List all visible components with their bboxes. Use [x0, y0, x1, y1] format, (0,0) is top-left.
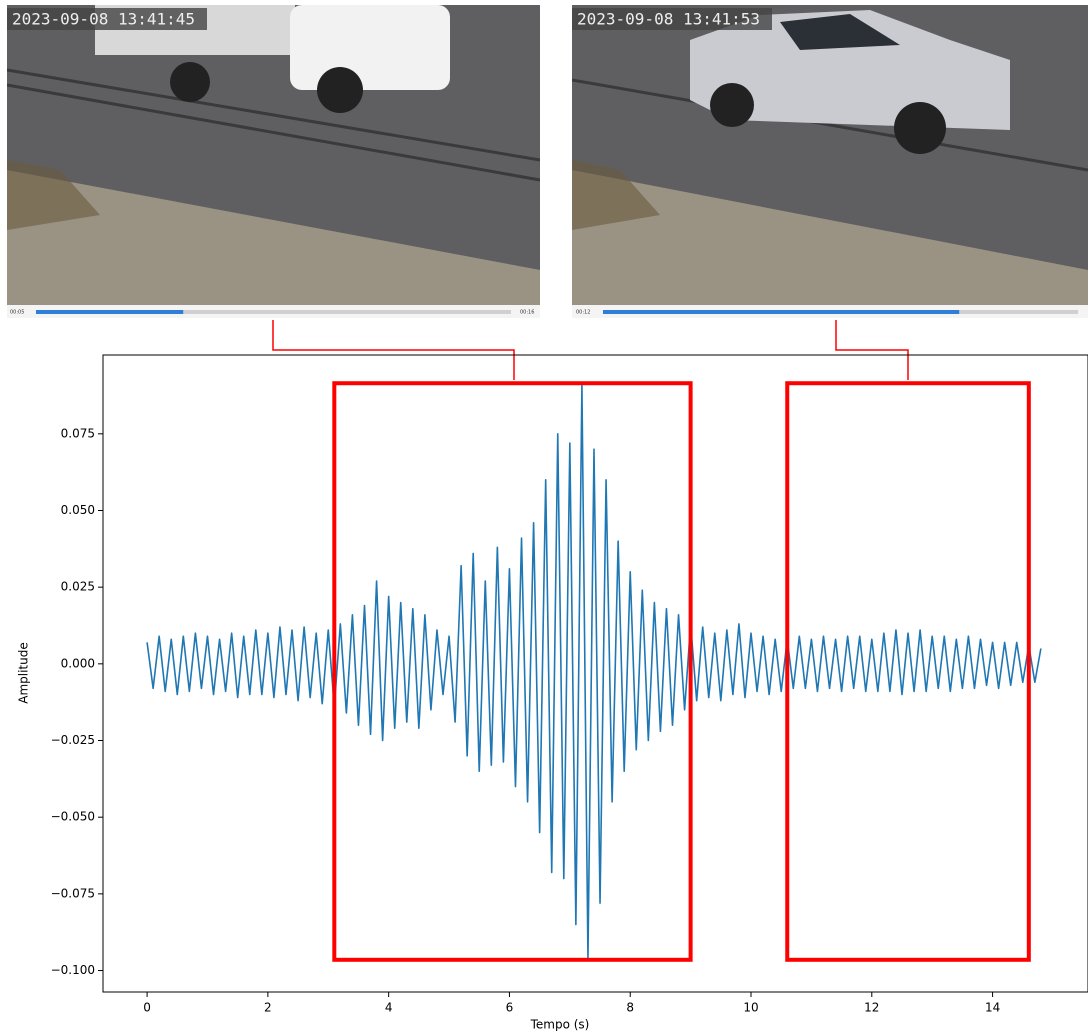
x-tick-label: 14 [985, 1001, 1000, 1015]
x-tick-label: 2 [264, 1001, 272, 1015]
x-tick-label: 12 [864, 1001, 879, 1015]
y-tick-label: 0.000 [61, 656, 95, 670]
y-tick-label: 0.050 [61, 503, 95, 517]
video-frame: 2023-09-08 13:41:53 [572, 5, 1088, 305]
y-tick-label: −0.025 [51, 733, 95, 747]
progress-fill [36, 310, 183, 314]
x-tick-label: 10 [743, 1001, 758, 1015]
plot: 0 2 4 6 8 10 12 14 −0.100 −0.075 −0.050 −0.025 0.000… [51, 355, 1088, 1015]
time-end: 00:16 [520, 310, 534, 316]
progress-fill [603, 310, 959, 314]
x-tick-label: 0 [143, 1001, 151, 1015]
video-frame: 2023-09-08 13:41:45 [7, 5, 540, 305]
time-start: 00:12 [576, 310, 590, 316]
timestamp: 2023-09-08 13:41:53 [577, 10, 760, 29]
y-tick-label: 0.025 [61, 580, 95, 594]
connector [273, 320, 514, 380]
x-tick-label: 6 [506, 1001, 514, 1015]
x-tick-label: 4 [385, 1001, 393, 1015]
y-tick-label: −0.100 [51, 963, 95, 977]
page: 2023-09-08 13:41:45 00:05 00:16 2023-09-… [0, 0, 1088, 1032]
y-tick-label: −0.050 [51, 810, 95, 824]
timestamp: 2023-09-08 13:41:45 [12, 10, 195, 29]
y-axis-label: Amplitude [17, 642, 31, 704]
y-tick-label: 0.075 [61, 426, 95, 440]
highlight-box [787, 383, 1029, 960]
y-tick-label: −0.075 [51, 886, 95, 900]
time-start: 00:05 [10, 310, 24, 316]
x-axis-label: Tempo (s) [530, 1018, 590, 1032]
x-tick-label: 8 [626, 1001, 634, 1015]
figure: 2023-09-08 13:41:45 00:05 00:16 2023-09-… [0, 0, 1088, 1032]
connector [836, 320, 908, 380]
signal-line [147, 385, 1041, 959]
